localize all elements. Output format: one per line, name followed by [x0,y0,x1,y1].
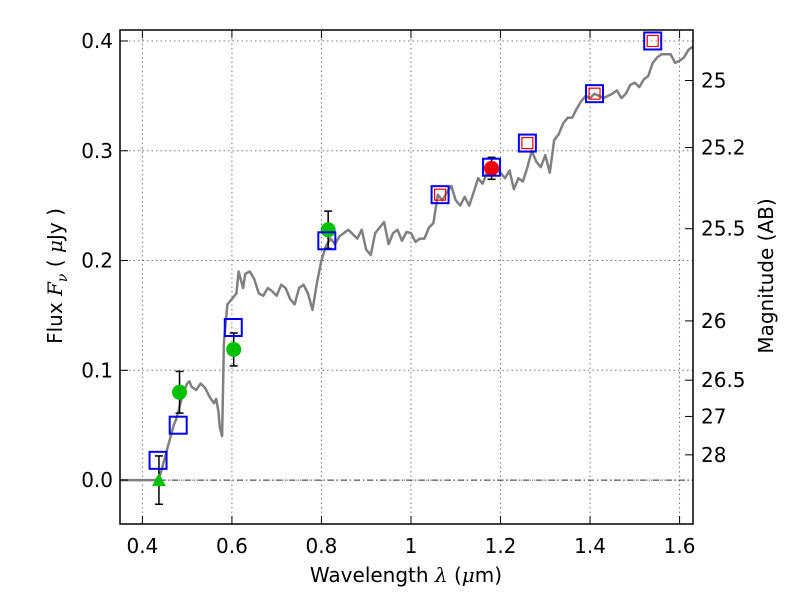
model-photometry-square [223,317,243,337]
nir-detection-point [484,160,500,176]
magnitude-tick-label: 25.5 [701,217,746,241]
magnitude-tick-label: 28 [701,443,726,467]
magnitude-tick-label: 25 [701,68,726,92]
axis-ticks: 0.4 0.6 0.8 1 1.2 1.4 1.6 0.0 0.1 0.2 0.3 0.4 25 25.2… [81,29,745,558]
nir-inner-square [588,87,601,100]
model-photometry-square [430,185,450,205]
optical-detection-point [172,384,188,400]
y-tick-label: 0.0 [81,468,113,492]
model-photometry-square [317,231,337,251]
x-axis-label: Wavelength λ (μm) [310,563,502,587]
optical-upper-limit-triangle [151,473,166,487]
y-tick-label: 0.1 [81,358,113,382]
nir-inner-square [521,136,534,150]
data-markers [148,31,663,505]
x-tick-label: 1.6 [664,534,696,558]
x-tick-label: 0.6 [216,534,248,558]
optical-detection-point [320,222,336,238]
x-tick-label: 1 [405,534,418,558]
y-tick-label: 0.2 [81,249,113,273]
nir-inner-square [646,34,659,48]
x-tick-label: 1.2 [485,534,517,558]
model-photometry-square [168,415,188,435]
y-axis-label-flux: Flux Fν ( μJy ) [43,208,71,344]
x-tick-label: 1.4 [574,534,606,558]
model-photometry-square [482,157,502,177]
y-tick-label: 0.4 [81,29,113,53]
optical-detection-point [226,341,242,357]
magnitude-tick-label: 25.2 [701,135,746,159]
model-photometry-square [643,31,663,51]
nir-inner-square [433,188,447,201]
x-tick-label: 0.4 [126,534,158,558]
magnitude-tick-label: 26 [701,309,726,333]
x-tick-label: 0.8 [306,534,338,558]
magnitude-tick-label: 27 [701,404,726,428]
y-tick-label: 0.3 [81,139,113,163]
y-axis-label-magnitude: Magnitude (AB) [754,198,778,353]
model-photometry-square [585,84,605,104]
magnitude-tick-label: 26.5 [701,368,746,392]
model-photometry-square [148,450,168,470]
model-photometry-square [517,133,537,153]
plot-frame [119,29,694,525]
